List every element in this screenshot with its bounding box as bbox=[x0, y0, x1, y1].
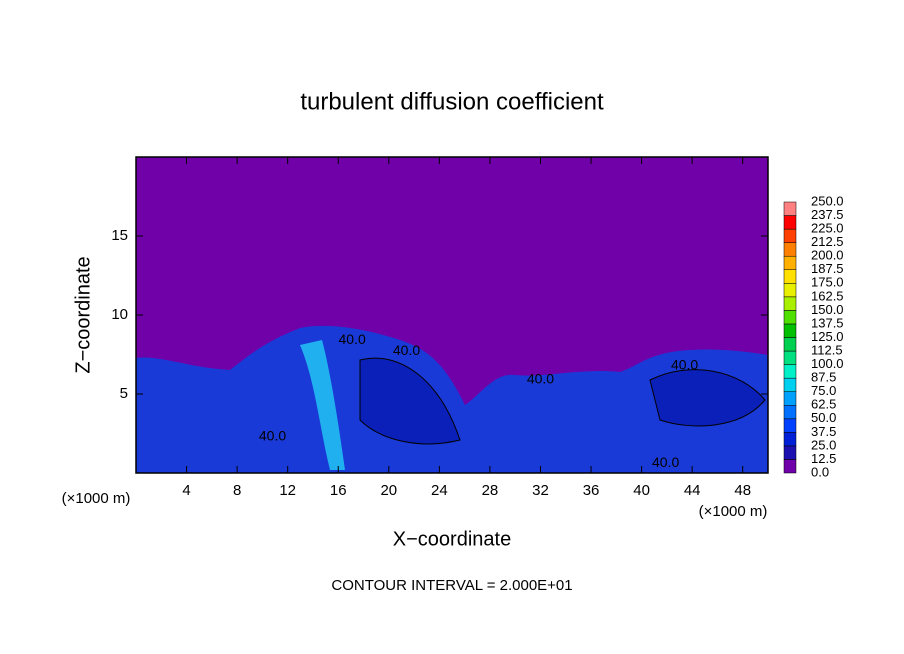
colorbar-segment bbox=[783, 255, 797, 271]
colorbar-segment bbox=[783, 215, 797, 230]
x-tick-label: 8 bbox=[233, 482, 241, 499]
colorbar-segment bbox=[783, 364, 797, 379]
contour-label: 40.0 bbox=[527, 370, 554, 386]
colorbar-label: 12.5 bbox=[811, 451, 836, 466]
colorbar-segment bbox=[783, 323, 797, 338]
colorbar-segment bbox=[783, 459, 797, 474]
contour-label: 40.0 bbox=[671, 356, 698, 372]
colorbar-segment bbox=[783, 337, 797, 352]
contour-label: 40.0 bbox=[339, 331, 366, 347]
contour-label: 40.0 bbox=[652, 454, 679, 470]
y-tick-label: 10 bbox=[111, 306, 128, 323]
colorbar-segment bbox=[783, 228, 797, 243]
colorbar-segment bbox=[783, 269, 797, 284]
x-tick-label: 28 bbox=[482, 482, 499, 499]
colorbar-label: 137.5 bbox=[811, 315, 844, 330]
x-tick-label: 36 bbox=[583, 482, 600, 499]
colorbar-label: 162.5 bbox=[811, 288, 844, 303]
x-tick-label: 44 bbox=[684, 482, 701, 499]
colorbar-label: 50.0 bbox=[811, 410, 836, 425]
colorbar-segment bbox=[783, 283, 797, 298]
colorbar-label: 125.0 bbox=[811, 329, 844, 344]
chart-title: turbulent diffusion coefficient bbox=[300, 88, 604, 115]
colorbar-segment bbox=[783, 391, 797, 406]
colorbar-label: 212.5 bbox=[811, 234, 844, 249]
contour-label: 40.0 bbox=[259, 427, 286, 443]
colorbar-label: 150.0 bbox=[811, 302, 844, 317]
annotation: CONTOUR INTERVAL = 2.000E+01 bbox=[331, 577, 572, 594]
x-tick-label: 40 bbox=[633, 482, 650, 499]
colorbar-segment bbox=[783, 350, 797, 365]
colorbar-label: 250.0 bbox=[811, 193, 844, 208]
x-tick-label: 4 bbox=[182, 482, 190, 499]
x-tick-label: 12 bbox=[279, 482, 296, 499]
y-axis-label: Z−coordinate bbox=[72, 256, 94, 373]
colorbar-label: 75.0 bbox=[811, 383, 836, 398]
y-tick-label: 15 bbox=[111, 227, 128, 244]
colorbar-label: 62.5 bbox=[811, 397, 836, 412]
colorbar-segment bbox=[783, 418, 797, 433]
y-unit: (×1000 m) bbox=[62, 490, 131, 507]
contour-region bbox=[649, 369, 766, 427]
colorbar-label: 0.0 bbox=[811, 464, 829, 479]
colorbar-segment bbox=[783, 296, 797, 311]
colorbar-label: 100.0 bbox=[811, 356, 844, 371]
colorbar-label: 25.0 bbox=[811, 437, 836, 452]
x-tick-label: 20 bbox=[380, 482, 397, 499]
colorbar-segment bbox=[783, 445, 797, 460]
colorbar-label: 187.5 bbox=[811, 261, 844, 276]
turbulent-region bbox=[136, 325, 768, 473]
x-tick-label: 48 bbox=[734, 482, 751, 499]
colorbar-label: 200.0 bbox=[811, 248, 844, 263]
colorbar-segment bbox=[783, 432, 797, 447]
colorbar-segment bbox=[783, 377, 797, 392]
colorbar-label: 87.5 bbox=[811, 370, 836, 385]
colorbar-label: 37.5 bbox=[811, 424, 836, 439]
colorbar-segment bbox=[783, 201, 797, 216]
colorbar-label: 112.5 bbox=[811, 342, 843, 357]
colorbar-label: 175.0 bbox=[811, 275, 844, 290]
x-tick-label: 32 bbox=[532, 482, 549, 499]
contour-region bbox=[359, 357, 461, 445]
streak bbox=[300, 340, 345, 470]
x-tick-label: 24 bbox=[431, 482, 448, 499]
x-unit: (×1000 m) bbox=[699, 503, 768, 520]
colorbar-label: 225.0 bbox=[811, 221, 844, 236]
contour-label: 40.0 bbox=[393, 342, 420, 358]
colorbar-segment bbox=[783, 405, 797, 420]
y-tick-label: 5 bbox=[120, 385, 128, 402]
colorbar-segment bbox=[783, 310, 797, 325]
colorbar-label: 237.5 bbox=[811, 207, 844, 222]
x-tick-label: 16 bbox=[330, 482, 347, 499]
x-axis-label: X−coordinate bbox=[393, 528, 511, 550]
colorbar-segment bbox=[783, 242, 797, 257]
